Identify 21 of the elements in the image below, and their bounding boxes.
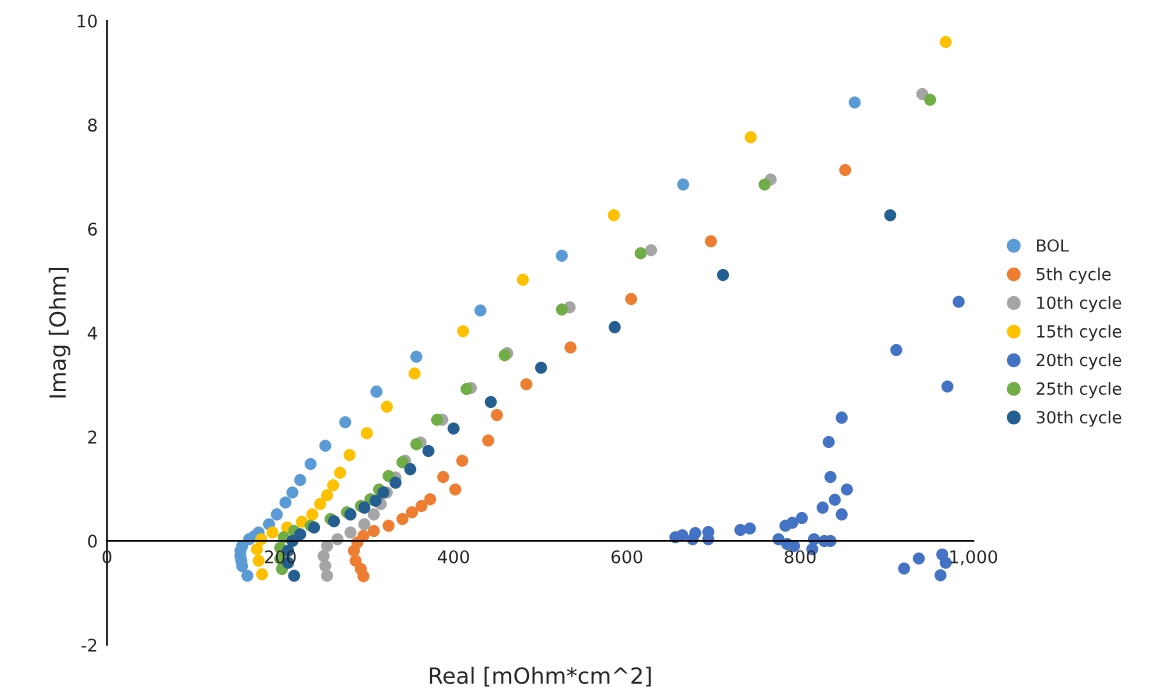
x-tick-label: 400 xyxy=(437,550,469,564)
y-tick-label: 2 xyxy=(88,430,97,444)
y-tick-label: 8 xyxy=(88,118,97,132)
legend-label: 25th cycle xyxy=(1036,382,1122,399)
x-tick-label: 600 xyxy=(611,550,643,564)
legend-label: 5th cycle xyxy=(1036,267,1111,284)
legend-label: 15th cycle xyxy=(1037,324,1122,341)
legend-label: 30th cycle xyxy=(1036,410,1122,427)
legend-label: BOL xyxy=(1037,239,1069,252)
y-tick-label: 4 xyxy=(87,326,97,340)
y-tick-label: 0 xyxy=(88,534,97,548)
y-axis-title: Imag [Ohm] xyxy=(48,267,71,398)
legend-label: 20th cycle xyxy=(1036,353,1122,370)
x-tick-label: 1,000 xyxy=(950,550,998,566)
x-tick-label: 200 xyxy=(264,550,296,564)
x-axis-title: Real [mOhm*cm^2] xyxy=(429,666,651,687)
legend-label: 10th cycle xyxy=(1037,296,1122,313)
y-tick-label: 10 xyxy=(77,14,97,28)
y-tick-label: -2 xyxy=(81,638,97,652)
x-tick-label: 800 xyxy=(784,550,816,564)
y-tick-label: 6 xyxy=(88,222,97,236)
